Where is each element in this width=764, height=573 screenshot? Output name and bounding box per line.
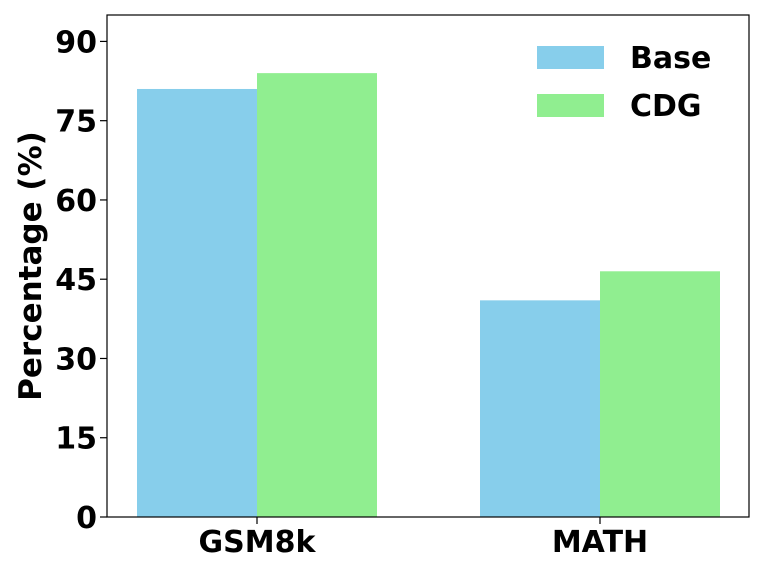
bar-base-math — [480, 300, 600, 517]
y-tick-label: 45 — [55, 263, 97, 298]
y-tick-label: 60 — [55, 184, 97, 219]
legend-label-base: Base — [630, 41, 711, 76]
bar-cdg-math — [600, 271, 720, 517]
legend-label-cdg: CDG — [630, 89, 702, 124]
y-tick-label: 0 — [76, 501, 97, 536]
plot-frame — [106, 14, 750, 518]
legend-swatch-base — [537, 46, 604, 69]
x-tick-label: GSM8k — [199, 525, 317, 560]
y-tick-label: 90 — [55, 25, 97, 60]
bars-group — [137, 73, 720, 518]
bar-cdg-gsm8k — [257, 73, 377, 517]
y-tick-label: 30 — [55, 342, 97, 377]
y-tick-label: 15 — [55, 422, 97, 457]
y-tick-label: 75 — [55, 105, 97, 140]
x-axis-ticks: GSM8k MATH — [199, 517, 648, 560]
legend-swatch-cdg — [537, 94, 604, 117]
legend: Base CDG — [537, 41, 711, 124]
x-tick-label: MATH — [552, 525, 648, 560]
bar-base-gsm8k — [137, 88, 257, 518]
y-axis-label: Percentage (%) — [13, 131, 49, 401]
y-axis-ticks: 0 15 30 45 60 75 90 — [55, 25, 107, 536]
